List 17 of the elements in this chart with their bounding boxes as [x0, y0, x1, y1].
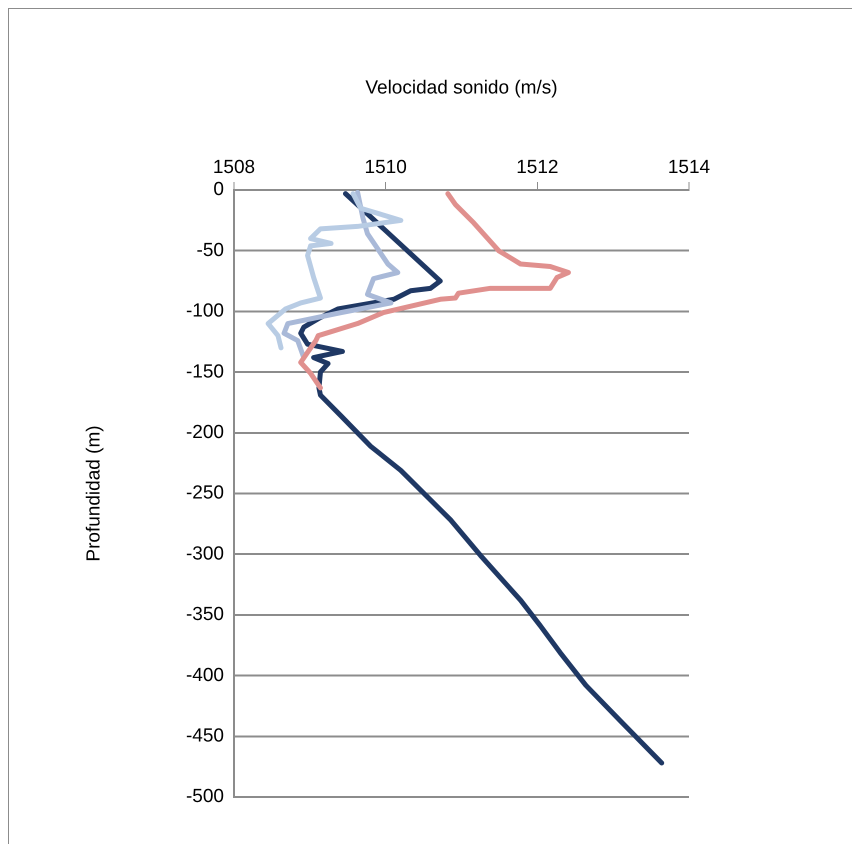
y-tick-label: -150	[186, 361, 224, 382]
y-tick-label: -450	[186, 726, 224, 747]
y-tick-label: -350	[186, 604, 224, 626]
y-axis-title: Profundidad (m)	[84, 425, 105, 562]
x-tick-label: 1508	[212, 156, 256, 178]
y-tick-label: -50	[196, 240, 224, 261]
y-tick-label: 0	[213, 179, 224, 200]
y-tick-label: -250	[186, 482, 224, 504]
y-tick-label: -200	[186, 422, 224, 444]
y-tick-label: -500	[186, 786, 224, 808]
x-tick-label: 1510	[364, 156, 407, 178]
y-tick-label: -100	[186, 300, 224, 322]
x-axis-title: Velocidad sonido (m/s)	[365, 78, 558, 99]
x-tick-label: 1514	[668, 156, 711, 178]
y-tick-label: -400	[186, 664, 224, 686]
y-tick-label: -300	[186, 543, 224, 564]
x-tick-label: 1512	[516, 156, 558, 178]
